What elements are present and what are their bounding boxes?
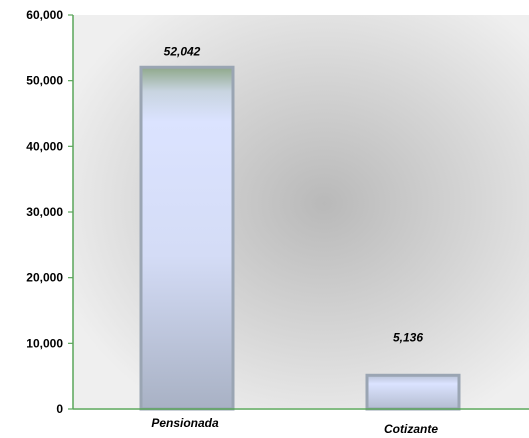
x-axis-labels: Pensionada Cotizante <box>151 416 438 436</box>
y-tick-label: 50,000 <box>26 74 63 88</box>
y-tick-label: 20,000 <box>26 271 63 285</box>
y-tick-label: 60,000 <box>26 8 63 22</box>
y-axis-ticks: 0 10,000 20,000 30,000 40,000 50,000 60,000 <box>26 8 73 416</box>
x-tick-label-cotizante: Cotizante <box>384 422 438 436</box>
data-labels: 52,042 5,136 <box>164 44 424 344</box>
bars <box>139 65 461 411</box>
bar-pensionada <box>139 65 235 411</box>
data-label-cotizante: 5,136 <box>393 330 423 344</box>
y-tick-label: 40,000 <box>26 139 63 153</box>
bar-cotizante <box>365 373 461 411</box>
data-label-pensionada: 52,042 <box>164 44 201 58</box>
y-tick-label: 10,000 <box>26 336 63 350</box>
y-tick-label: 30,000 <box>26 205 63 219</box>
x-tick-label-pensionada: Pensionada <box>151 416 219 430</box>
y-tick-label: 0 <box>56 402 63 416</box>
